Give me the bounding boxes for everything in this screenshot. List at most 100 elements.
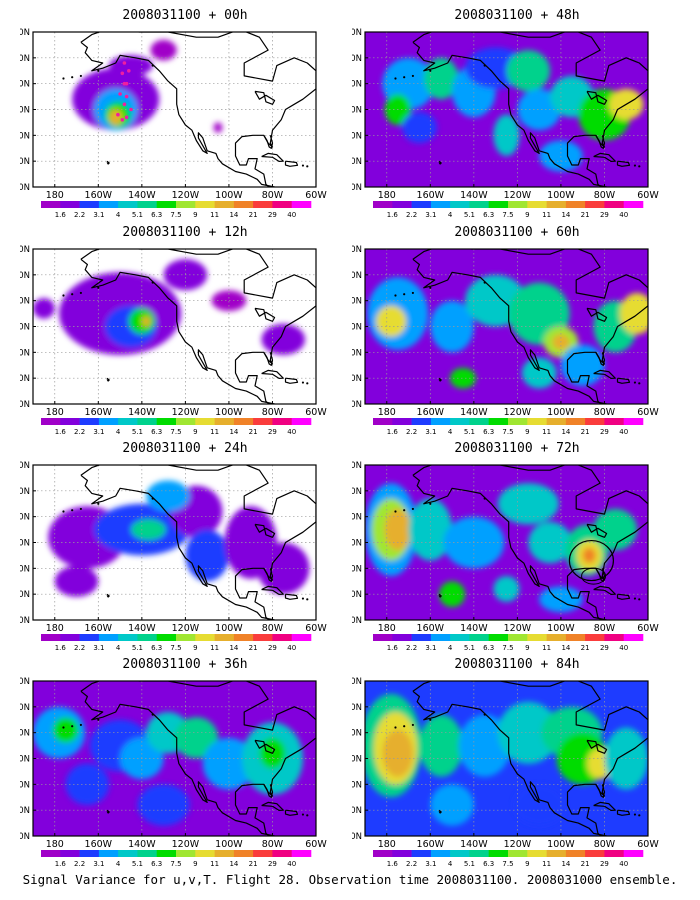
colorbar-swatch [604, 634, 624, 641]
latitude-label: 40N [352, 106, 362, 116]
colorbar-swatch [291, 418, 312, 425]
colorbar-label: 14 [561, 860, 570, 868]
colorbar-swatch [469, 418, 489, 425]
variance-contour [497, 701, 559, 764]
longitude-label: 80W [262, 407, 284, 418]
latitude-label: 30N [352, 780, 362, 790]
colorbar-swatch [176, 201, 196, 208]
latitude-label: 10N [352, 832, 362, 842]
colorbar-label: 21 [249, 428, 258, 436]
variance-contour [458, 714, 511, 777]
map-plot: 70N 60N 50N 40N 30N 20N 10N 180 160W 140W 120W 100W… [352, 461, 659, 652]
colorbar-label: 2.2 [74, 428, 85, 436]
colorbar-label: 4 [448, 428, 453, 436]
colorbar-swatch [291, 634, 312, 641]
panel-title: 2008031100 + 24h [122, 441, 248, 456]
longitude-label: 180 [378, 623, 396, 634]
latitude-label: 50N [20, 729, 30, 739]
colorbar-label: 2.2 [406, 211, 417, 219]
map-plot: 70N 60N 50N 40N 30N 20N 10N 180 160W 140W 120W 100W… [20, 677, 327, 868]
variance-contour [517, 88, 561, 131]
map-plot: 70N 60N 50N 40N 30N 20N 10N 180 160W 140W 120W 100W… [20, 245, 327, 436]
colorbar-label: 21 [581, 860, 590, 868]
variance-contour [52, 717, 79, 743]
colorbar-label: 9 [193, 860, 197, 868]
colorbar-swatch [98, 201, 119, 208]
variance-contour [137, 784, 190, 826]
colorbar-swatch [272, 201, 292, 208]
colorbar-swatch [60, 850, 80, 857]
colorbar-swatch [60, 201, 80, 208]
coastline [412, 249, 648, 404]
colorbar-swatch [546, 201, 567, 208]
colorbar-swatch [373, 634, 393, 641]
colorbar-swatch [373, 850, 393, 857]
colorbar-label: 4 [448, 211, 453, 219]
colorbar-label: 9 [525, 860, 529, 868]
map-plot: 70N 60N 50N 40N 30N 20N 10N 180 160W 140W 120W 100W… [20, 28, 327, 219]
flight-track [116, 61, 133, 122]
colorbar-label: 40 [619, 644, 628, 652]
latitude-label: 20N [352, 374, 362, 384]
colorbar-swatch [176, 850, 196, 857]
variance-contour [54, 565, 99, 597]
colorbar-swatch [469, 201, 489, 208]
coastline [80, 681, 316, 836]
colorbar-label: 4 [116, 860, 121, 868]
colorbar-swatch [214, 634, 235, 641]
colorbar-label: 3.1 [93, 860, 104, 868]
longitude-label: 160W [85, 839, 113, 850]
latitude-label: 30N [352, 348, 362, 358]
colorbar-label: 5.1 [464, 860, 475, 868]
colorbar-swatch [488, 201, 509, 208]
colorbar-label: 7.5 [502, 428, 513, 436]
colorbar-label: 3.1 [93, 428, 104, 436]
latitude-label: 60N [352, 703, 362, 713]
colorbar-swatch [585, 418, 605, 425]
map-panel: 2008031100 + 84h 70N 60N 50N 40N 30N 20N 10N 180… [352, 657, 682, 868]
gridlines [33, 681, 316, 836]
colorbar-swatch [488, 418, 509, 425]
colorbar-label: 14 [229, 860, 238, 868]
colorbar-label: 5.1 [132, 644, 143, 652]
colorbar-swatch [79, 850, 100, 857]
colorbar-swatch [118, 418, 138, 425]
latitude-label: 30N [20, 131, 30, 141]
colorbar-swatch [98, 418, 119, 425]
colorbar-label: 1.6 [55, 211, 67, 219]
colorbar [373, 850, 644, 857]
longitude-label: 80W [262, 623, 284, 634]
variance-contour [375, 305, 407, 337]
longitude-label: 60W [305, 190, 327, 201]
latitude-label: 20N [352, 157, 362, 167]
colorbar-label: 2.2 [406, 860, 417, 868]
colorbar-swatch [176, 418, 196, 425]
colorbar [41, 201, 312, 208]
colorbar [41, 418, 312, 425]
colorbar-label: 4 [116, 211, 121, 219]
coastline [412, 681, 648, 836]
colorbar-label: 4 [116, 428, 121, 436]
colorbar-swatch [214, 850, 235, 857]
variance-contour [65, 763, 110, 805]
gridlines [365, 465, 648, 620]
map-plot: 70N 60N 50N 40N 30N 20N 10N 180 160W 140W 120W 100W… [352, 245, 659, 436]
colorbar-swatch [450, 201, 470, 208]
colorbar-swatch [373, 418, 393, 425]
colorbar-swatch [585, 850, 605, 857]
colorbar-label: 40 [287, 644, 296, 652]
colorbar-swatch [291, 201, 312, 208]
colorbar [41, 634, 312, 641]
latitude-label: 40N [352, 323, 362, 333]
panel-title: 2008031100 + 00h [122, 8, 248, 23]
latitude-label: 50N [352, 729, 362, 739]
colorbar-swatch [623, 850, 644, 857]
colorbar-label: 7.5 [170, 211, 181, 219]
longitude-label: 80W [594, 407, 616, 418]
colorbar-label: 5.1 [464, 428, 475, 436]
longitude-label: 140W [128, 839, 156, 850]
variance-contour [382, 730, 413, 777]
longitude-label: 100W [547, 190, 575, 201]
longitude-label: 180 [378, 190, 396, 201]
longitude-label: 120W [504, 190, 532, 201]
